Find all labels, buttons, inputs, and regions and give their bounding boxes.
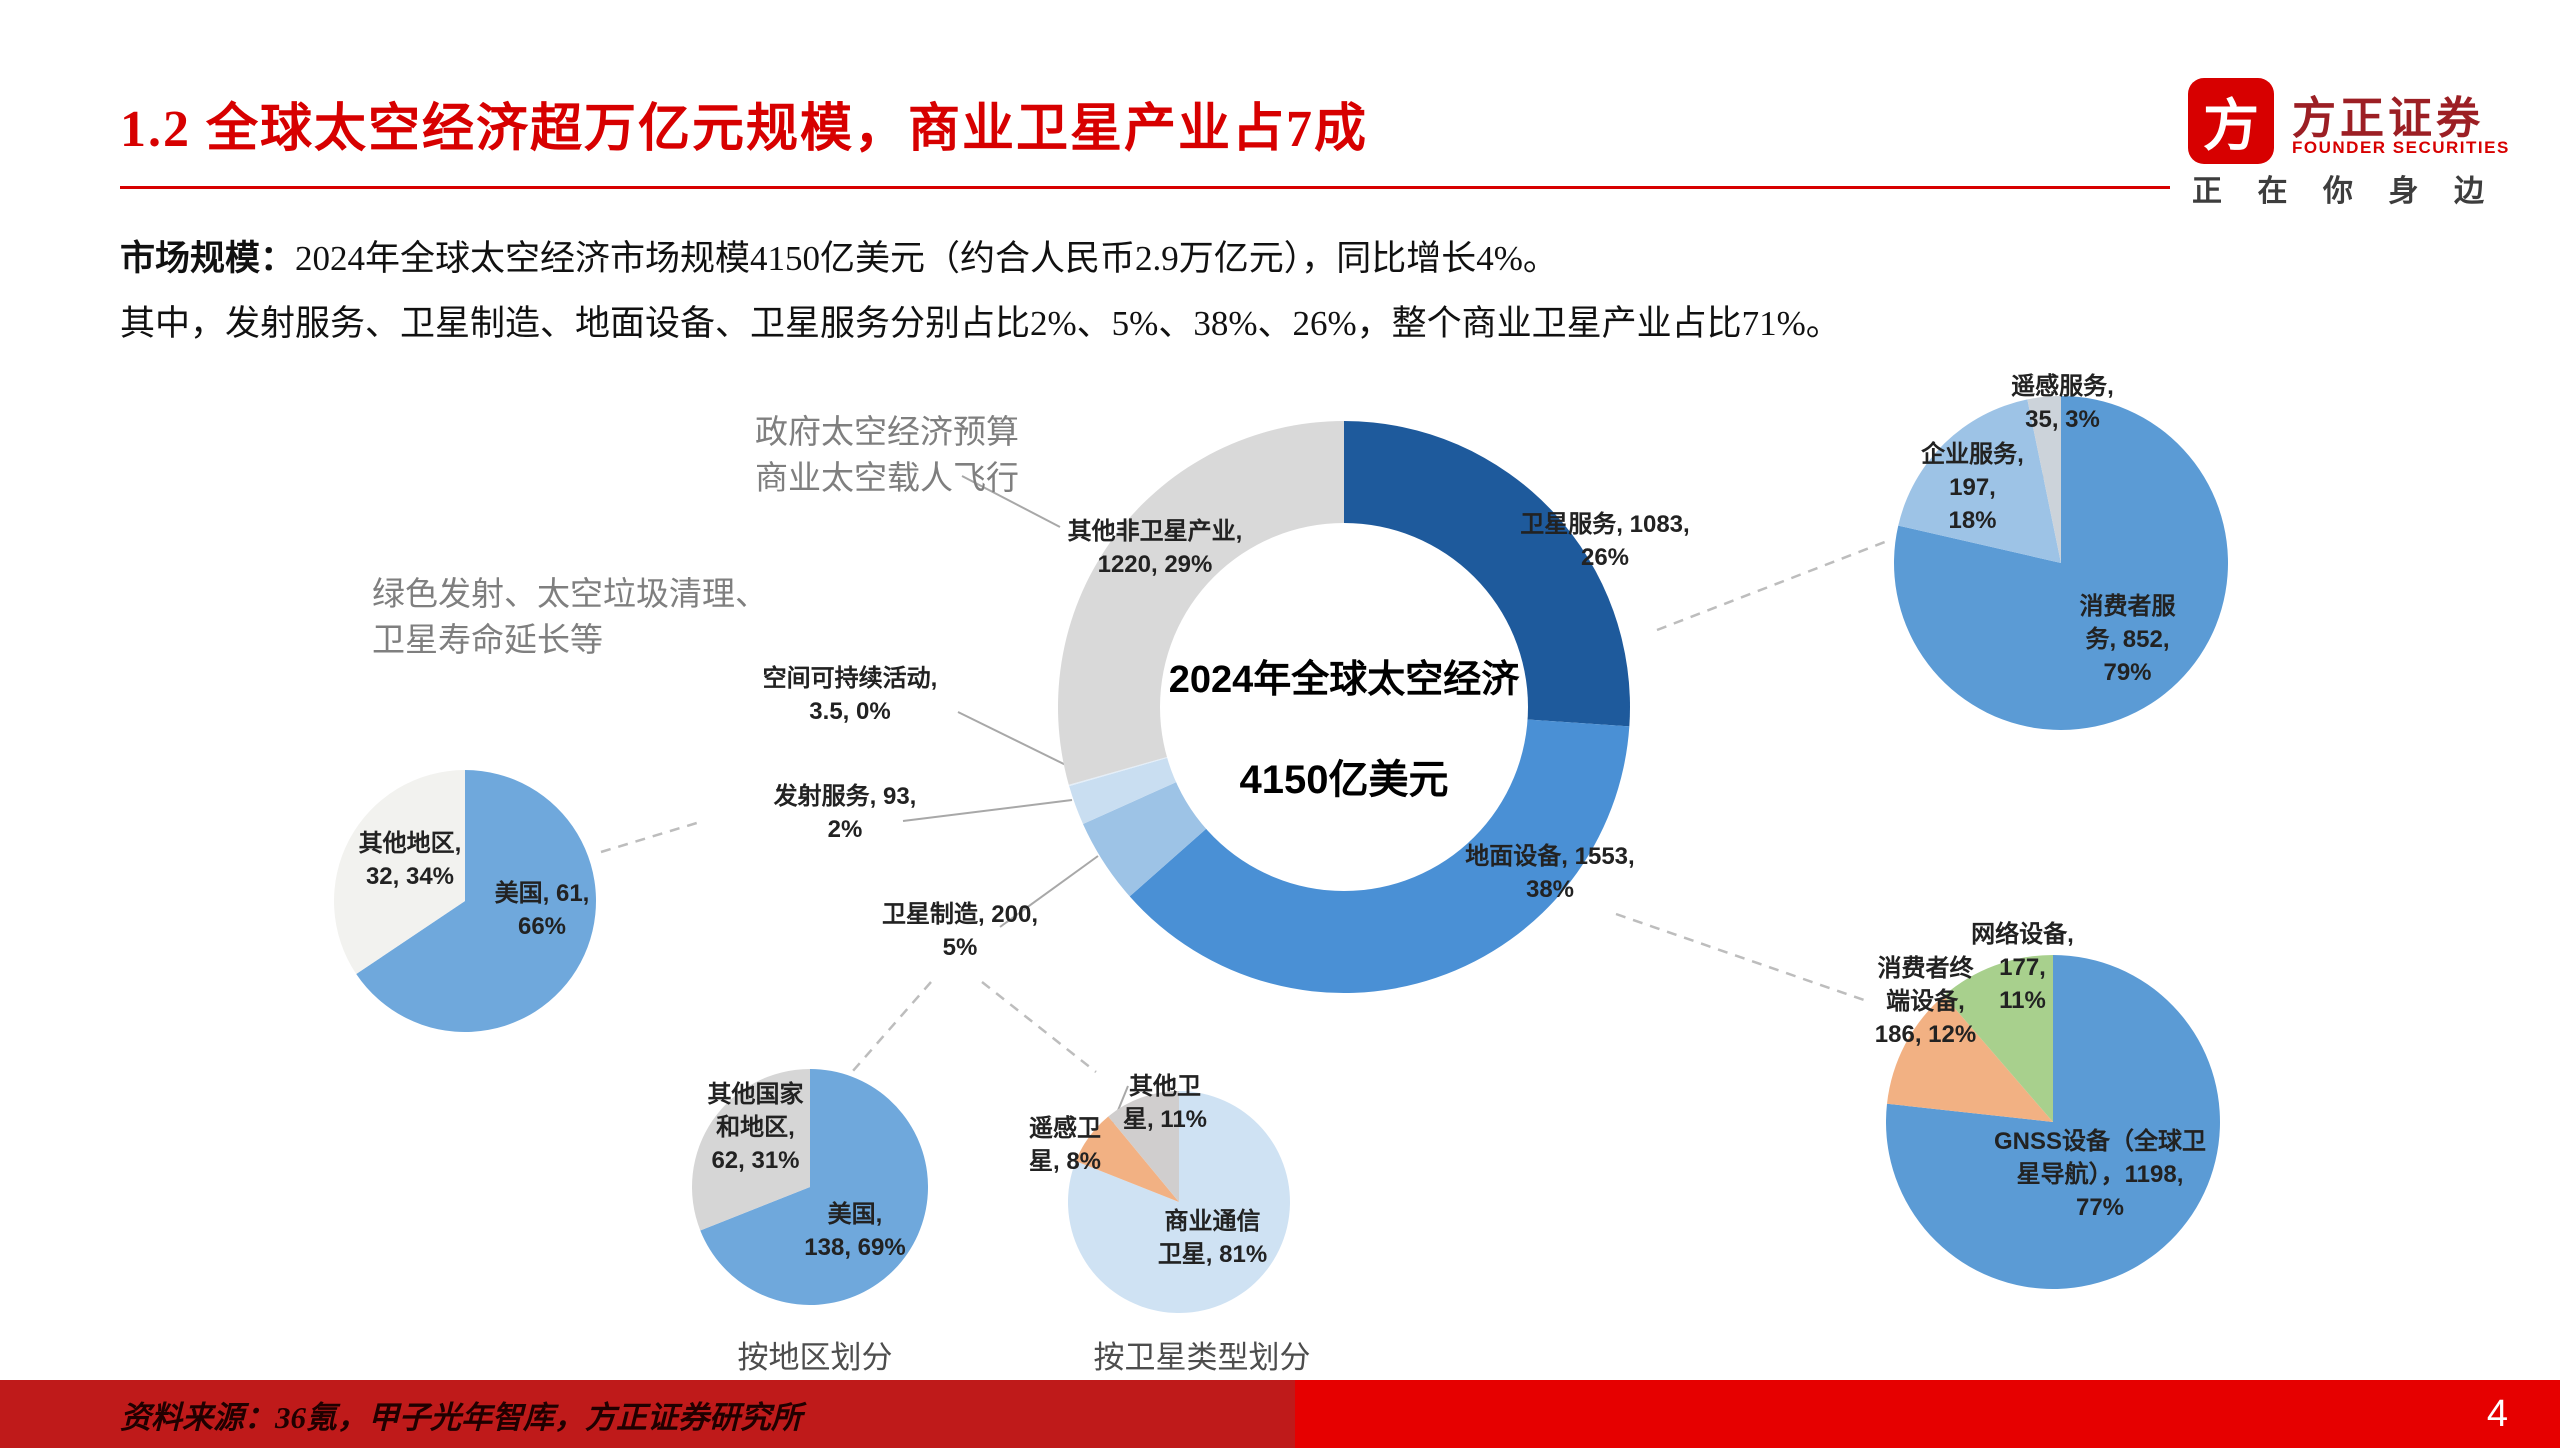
- pie-slice-remote-sensing-satellites: [1075, 1116, 1179, 1202]
- intro-paragraph-2: 其中，发射服务、卫星制造、地面设备、卫星服务分别占比2%、5%、38%、26%，…: [120, 304, 1841, 343]
- donut-hole: [1160, 523, 1528, 891]
- ground-equipment-pie-chart: [1886, 955, 2220, 1289]
- note-sustainability: 绿色发射、太空垃圾清理、 卫星寿命延长等: [372, 577, 768, 659]
- donut-center-text: 2024年全球太空经济 4150亿美元: [1094, 648, 1594, 805]
- space-economy-donut-chart: [1058, 421, 1630, 993]
- launch-services-pie-chart: [334, 770, 596, 1032]
- caption-by-satellite-type: 按卫星类型划分: [1093, 1340, 1311, 1375]
- pie-slice-usa: [700, 1069, 928, 1305]
- page-title: 1.2 全球太空经济超万亿元规模，商业卫星产业占7成: [120, 101, 1369, 158]
- title-underline: [120, 186, 2170, 189]
- intro-text: 市场规模：2024年全球太空经济市场规模4150亿美元（约合人民币2.9万亿元）…: [120, 226, 2420, 356]
- pie-slice-other-regions: [334, 770, 465, 975]
- pie-slice-gnss-equipment: [1886, 955, 2220, 1289]
- pie-slice-enterprise-services: [1898, 399, 2061, 563]
- chart-label-remote-sensing-satellites: 遥感卫 星, 8%: [1028, 1115, 1102, 1175]
- chart-label-consumer-services: 消费者服 务, 852, 79%: [2079, 593, 2176, 686]
- pie-slice-usa: [356, 770, 596, 1032]
- pie-slice-consumer-terminal-equipment: [1887, 995, 2053, 1122]
- footer: 资料来源：36氪，甲子光年智库，方正证券研究所 4: [0, 1380, 2560, 1448]
- chart-label-gnss-equipment: GNSS设备（全球卫 星导航），1198, 77%: [1993, 1128, 2206, 1221]
- donut-center-value: 4150亿美元: [1239, 758, 1449, 802]
- pie-slice-remote-sensing-services: [2027, 396, 2061, 563]
- pie-slice-other-countries: [692, 1069, 810, 1231]
- page-number: 4: [2486, 1392, 2508, 1435]
- chart-label-remote-sensing-services: 遥感服务, 35, 3%: [2011, 373, 2114, 433]
- chart-label-mfg-usa: 美国, 138, 69%: [804, 1201, 906, 1261]
- caption-by-region: 按地区划分: [737, 1340, 893, 1375]
- chart-label-launch-other-regions: 其他地区, 32, 34%: [358, 830, 462, 890]
- intro-paragraph-1: 市场规模：2024年全球太空经济市场规模4150亿美元（约合人民币2.9万亿元）…: [120, 239, 1558, 278]
- pie-slice-other-satellites: [1108, 1091, 1179, 1202]
- founder-logo-icon: 方: [2188, 78, 2274, 164]
- chart-label-commercial-comm-satellites: 商业通信 卫星, 81%: [1157, 1208, 1268, 1268]
- note-government: 政府太空经济预算 商业太空载人飞行: [755, 415, 1019, 497]
- pie-slice-network-equipment: [1943, 955, 2053, 1122]
- pie-slice-consumer-services: [1894, 396, 2228, 730]
- chart-label-other-non-satellite: 其他非卫星产业, 1220, 29%: [1067, 518, 1243, 578]
- chart-label-enterprise-services: 企业服务, 197, 18%: [1921, 441, 2024, 534]
- footer-page-bar: 4: [1295, 1380, 2560, 1448]
- chart-label-other-satellites: 其他卫 星, 11%: [1122, 1073, 1208, 1133]
- satellite-services-pie-chart: [1894, 396, 2228, 730]
- satellite-manufacturing-type-pie-chart: [1068, 1091, 1290, 1313]
- chart-label-mfg-other-countries: 其他国家 和地区, 62, 31%: [707, 1081, 804, 1174]
- chart-label-satellite-manufacturing: 卫星制造, 200, 5%: [881, 901, 1039, 961]
- chart-label-space-sustainability: 空间可持续活动, 3.5, 0%: [762, 665, 938, 725]
- intro-label: 市场规模：: [120, 239, 296, 278]
- chart-label-network-equipment: 网络设备, 177, 11%: [1971, 921, 2074, 1014]
- chart-label-satellite-services: 卫星服务, 1083, 26%: [1520, 511, 1690, 571]
- pie-slice-commercial-comm-satellites: [1068, 1091, 1290, 1313]
- logo-name: 方正证券: [2292, 94, 2484, 143]
- satellite-manufacturing-region-pie-chart: [692, 1069, 928, 1305]
- donut-center-title: 2024年全球太空经济: [1168, 659, 1520, 701]
- chart-label-consumer-terminal: 消费者终 端设备, 186, 12%: [1874, 955, 1977, 1048]
- logo-slogan: 正 在 你 身 边: [2192, 175, 2484, 208]
- chart-label-launch-services: 发射服务, 93, 2%: [773, 783, 917, 843]
- chart-label-ground-equipment: 地面设备, 1553, 38%: [1465, 843, 1635, 903]
- chart-label-launch-usa: 美国, 61, 66%: [494, 880, 590, 940]
- footer-source-bar: 资料来源：36氪，甲子光年智库，方正证券研究所: [0, 1380, 1295, 1448]
- logo-name-en: FOUNDER SECURITIES: [2292, 138, 2510, 157]
- footer-source: 资料来源：36氪，甲子光年智库，方正证券研究所: [120, 1399, 802, 1435]
- logo-mark-glyph: 方: [2203, 93, 2259, 157]
